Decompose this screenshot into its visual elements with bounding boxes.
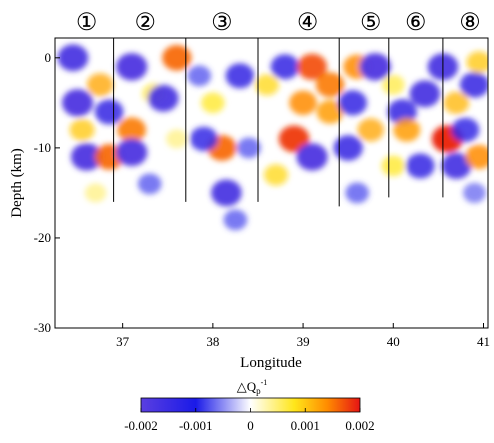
anomaly-8: [84, 183, 107, 203]
anomaly-14: [116, 138, 148, 167]
zone-label-7: ⑧: [459, 10, 481, 36]
zone-boundaries: [113, 38, 444, 207]
y-tick-label: -30: [34, 320, 51, 335]
colorbar-title: △Qp-1: [237, 378, 268, 396]
anomaly-50: [451, 117, 480, 143]
zone-label-1: ①: [76, 10, 98, 36]
colorbar-tick-label: 0: [247, 418, 254, 433]
zone-label-6: ⑥: [405, 10, 427, 36]
anomaly-22: [237, 137, 261, 159]
zone-label-3: ③: [211, 10, 233, 36]
x-axis-title: Longitude: [240, 355, 302, 371]
anomaly-38: [357, 118, 384, 142]
anomaly-23: [211, 179, 242, 207]
anomaly-11: [148, 84, 179, 112]
anomaly-25: [254, 74, 280, 96]
colorbar-tick-label: 0.002: [345, 418, 374, 433]
anomaly-32: [316, 100, 344, 124]
anomaly-4: [69, 118, 95, 141]
colorbar-tick-label: -0.001: [179, 418, 213, 433]
anomaly-2: [62, 89, 94, 117]
anomaly-9: [116, 53, 148, 81]
anomaly-layer: [57, 44, 488, 231]
x-tick-label: 39: [297, 334, 310, 349]
anomaly-18: [201, 92, 225, 114]
x-axis-ticks: 37 38 39 40 41: [116, 323, 490, 349]
y-axis-title: Depth (km): [9, 148, 25, 218]
x-tick-label: 38: [206, 334, 219, 349]
anomaly-13: [117, 117, 146, 143]
y-tick-label: -20: [34, 230, 51, 245]
colorbar-tick-label: -0.002: [124, 418, 158, 433]
colorbar-tick-label: 0.001: [291, 418, 320, 433]
anomaly-5: [94, 99, 124, 125]
anomaly-6: [71, 143, 103, 171]
anomaly-12: [162, 45, 192, 71]
anomaly-45: [381, 155, 406, 177]
x-tick-label: 37: [116, 334, 130, 349]
anomaly-19: [225, 63, 255, 89]
plot-frame: [54, 37, 489, 329]
colorbar: △Qp-1 -0.002 -0.001 0 0.001 0.002: [124, 378, 374, 433]
anomaly-30: [296, 143, 328, 171]
anomaly-17: [187, 65, 212, 87]
anomaly-39: [345, 182, 370, 204]
anomaly-16: [166, 129, 188, 149]
colorbar-ticks: -0.002 -0.001 0 0.001 0.002: [124, 408, 375, 433]
anomaly-33: [315, 72, 345, 98]
anomaly-52: [465, 144, 488, 170]
anomaly-35: [359, 53, 391, 81]
zone-label-4: ④: [297, 10, 319, 36]
anomaly-24: [223, 209, 248, 231]
anomaly-36: [338, 90, 368, 116]
y-axis-ticks: 0 -10 -20 -30: [34, 50, 60, 335]
zone-label-5: ⑤: [360, 10, 382, 36]
anomaly-29: [297, 53, 327, 80]
anomaly-41: [409, 80, 441, 108]
anomaly-27: [278, 125, 310, 153]
anomaly-54: [463, 182, 486, 203]
y-tick-label: -10: [34, 140, 51, 155]
x-tick-label: 40: [387, 334, 400, 349]
anomaly-48: [459, 72, 488, 98]
anomaly-1: [57, 44, 89, 72]
heatmap-field: [57, 44, 488, 231]
y-tick-label: 0: [45, 50, 52, 65]
anomaly-37: [333, 135, 363, 161]
anomaly-3: [86, 73, 114, 97]
zone-label-2: ②: [134, 10, 156, 36]
x-tick-label: 41: [477, 334, 490, 349]
anomaly-51: [441, 152, 472, 179]
anomaly-31: [263, 164, 289, 186]
anomaly-43: [393, 117, 421, 142]
anomaly-44: [406, 153, 435, 179]
anomaly-28: [289, 90, 317, 116]
anomaly-15: [137, 173, 162, 195]
anomaly-40: [381, 74, 405, 95]
anomaly-53: [466, 51, 488, 74]
anomaly-26: [270, 54, 300, 80]
anomaly-47: [443, 91, 470, 115]
anomaly-21: [189, 126, 218, 152]
